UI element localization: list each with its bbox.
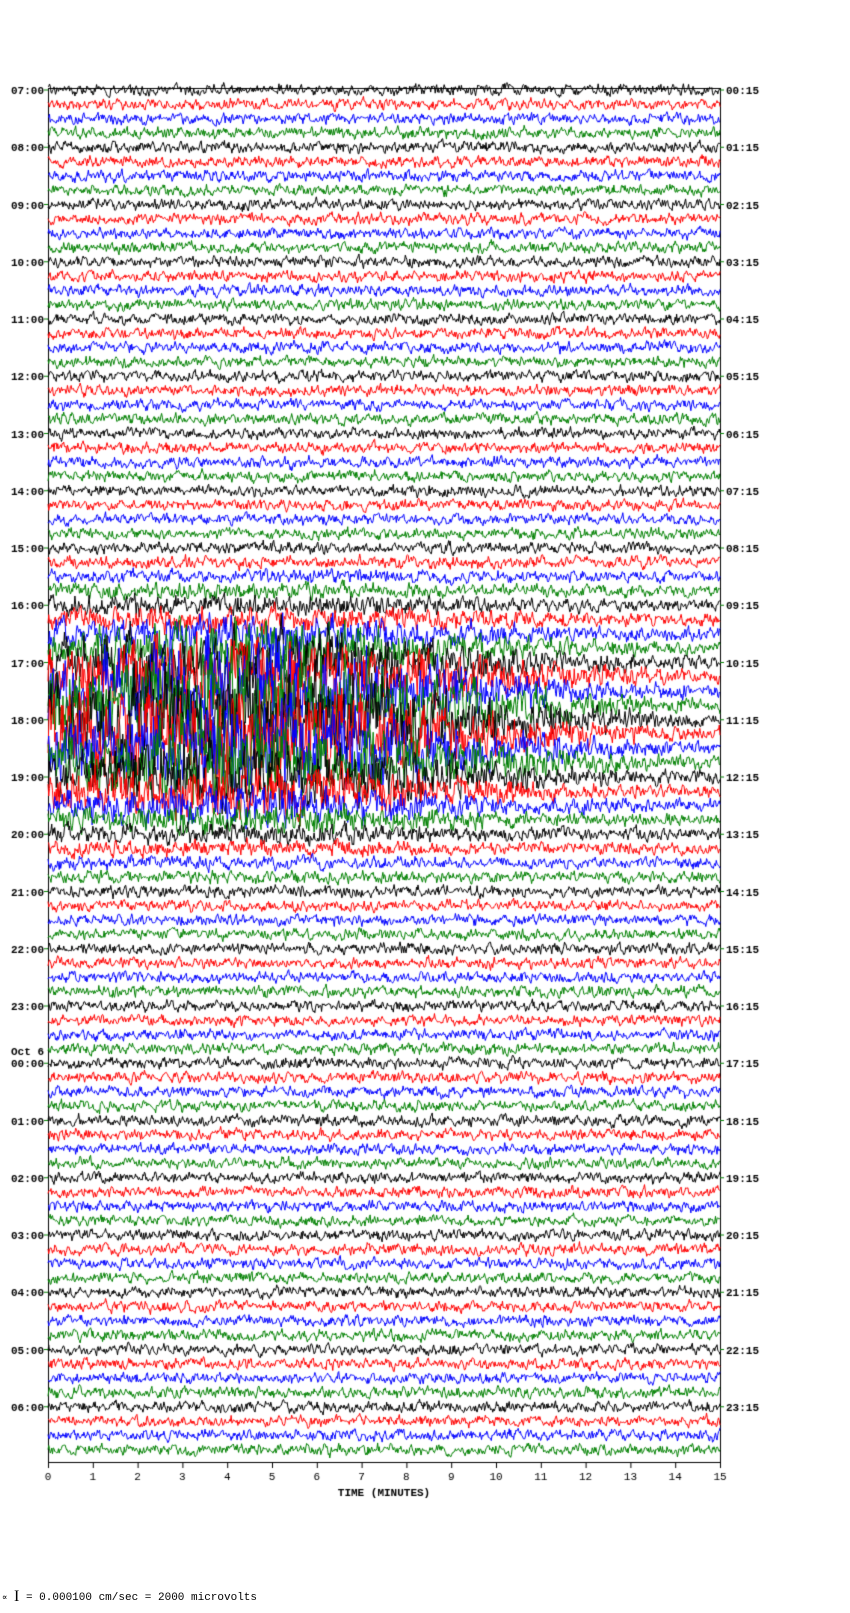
- footer-text: = 0.000100 cm/sec = 2000 microvolts: [26, 1592, 257, 1604]
- footer-prefix: ∝: [2, 1593, 7, 1603]
- seismogram-plot: [0, 0, 850, 1526]
- footer-glyph: I: [14, 1588, 19, 1605]
- footer-scale: ∝ I = 0.000100 cm/sec = 2000 microvolts: [2, 1588, 257, 1606]
